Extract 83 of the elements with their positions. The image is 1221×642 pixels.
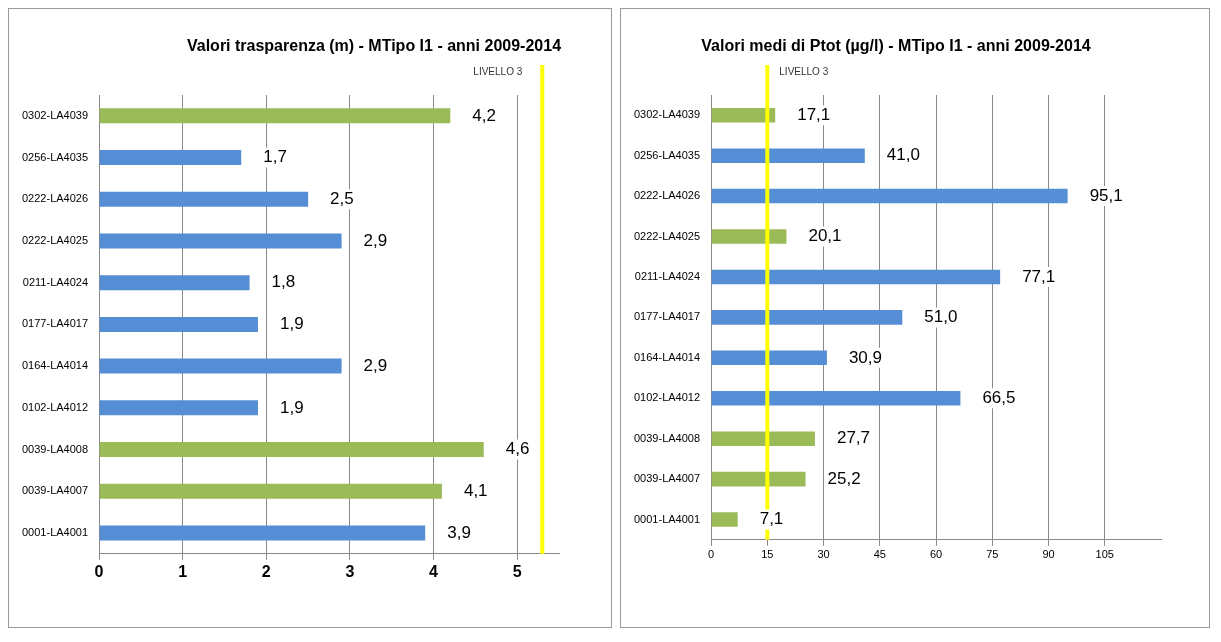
x-tick-label: 105 <box>1095 548 1114 561</box>
bar <box>711 310 903 325</box>
data-label: 51,0 <box>924 307 958 327</box>
x-tick-label: 0 <box>94 562 104 580</box>
bar <box>711 350 827 366</box>
y-tick-label: 0164-LA4014 <box>22 359 89 372</box>
data-label: 7,1 <box>759 509 784 529</box>
data-label: 3,9 <box>447 522 471 542</box>
data-label: 66,5 <box>982 387 1016 407</box>
data-label: 1,9 <box>279 314 304 334</box>
y-tick-label: 0211-LA4024 <box>634 269 701 282</box>
y-tick-label: 0222-LA4025 <box>22 234 89 247</box>
bar <box>711 229 787 244</box>
y-tick-label: 0222-LA4026 <box>634 189 701 202</box>
data-label: 25,2 <box>827 468 861 488</box>
bar <box>711 471 806 487</box>
y-tick-label: 0211-LA4024 <box>22 275 89 288</box>
data-label: 4,2 <box>472 105 496 125</box>
data-label: 77,1 <box>1022 266 1056 286</box>
data-label: 4,6 <box>505 439 530 459</box>
bar <box>99 191 309 207</box>
x-tick-label: 3 <box>345 562 355 580</box>
bar <box>711 188 1068 204</box>
y-tick-label: 0039-LA4008 <box>22 442 89 455</box>
y-tick-label: 0039-LA4007 <box>634 472 701 485</box>
x-tick-label: 2 <box>261 562 271 580</box>
y-tick-label: 0222-LA4025 <box>634 229 701 242</box>
y-tick-label: 0102-LA4012 <box>22 400 89 413</box>
y-tick-label: 0001-LA4001 <box>22 525 89 538</box>
data-label: 27,7 <box>836 428 871 448</box>
chart-title: Valori medi di Ptot (µg/l) - MTipo I1 - anni 2009-2014 <box>701 37 1091 55</box>
data-label: 4,1 <box>463 480 488 500</box>
bar <box>711 431 815 446</box>
x-tick-label: 1 <box>178 562 188 580</box>
bar <box>99 442 484 458</box>
bar <box>711 512 738 527</box>
y-tick-label: 0256-LA4035 <box>22 150 89 163</box>
data-label: 1,9 <box>279 397 304 417</box>
y-tick-label: 0177-LA4017 <box>634 310 701 323</box>
data-label: 1,8 <box>271 272 296 292</box>
data-label: 2,9 <box>363 355 388 375</box>
bar <box>99 483 442 499</box>
x-tick-label: 15 <box>761 548 774 561</box>
bar <box>99 316 258 332</box>
bar <box>711 148 865 163</box>
data-label: 1,7 <box>263 147 287 167</box>
y-tick-label: 0164-LA4014 <box>634 350 701 363</box>
y-tick-label: 0102-LA4012 <box>634 391 701 404</box>
x-tick-label: 90 <box>1042 548 1055 561</box>
x-tick-label: 60 <box>929 548 943 561</box>
data-label: 17,1 <box>797 104 831 124</box>
ref-line-label: LIVELLO 3 <box>473 65 523 77</box>
y-tick-label: 0001-LA4001 <box>634 512 701 525</box>
bar <box>99 358 342 374</box>
data-label: 2,9 <box>363 230 388 250</box>
x-tick-label: 5 <box>512 562 522 580</box>
data-label: 20,1 <box>808 226 842 246</box>
bar <box>99 275 250 291</box>
y-tick-label: 0256-LA4035 <box>634 148 701 161</box>
y-tick-label: 0039-LA4007 <box>22 484 89 497</box>
bar <box>711 269 1001 285</box>
data-label: 41,0 <box>886 145 920 165</box>
data-label: 30,9 <box>848 347 883 367</box>
x-tick-label: 45 <box>873 548 886 561</box>
data-label: 95,1 <box>1089 185 1123 205</box>
chart-title: Valori trasparenza (m) - MTipo I1 - anni 2009-2014 <box>185 37 563 55</box>
bar <box>99 400 258 416</box>
y-tick-label: 0302-LA4039 <box>634 108 701 121</box>
bar <box>99 233 342 249</box>
y-tick-label: 0302-LA4039 <box>22 108 89 121</box>
ref-line-label: LIVELLO 3 <box>779 65 829 77</box>
data-label: 2,5 <box>330 188 354 208</box>
y-tick-label: 0039-LA4008 <box>634 431 701 444</box>
bar <box>99 150 242 166</box>
bar <box>711 390 961 406</box>
y-tick-label: 0222-LA4026 <box>22 192 89 205</box>
x-tick-label: 75 <box>986 548 999 561</box>
bar <box>99 525 426 541</box>
x-tick-label: 0 <box>708 548 715 561</box>
x-tick-label: 30 <box>817 548 830 561</box>
y-tick-label: 0177-LA4017 <box>22 317 89 330</box>
bar <box>99 108 451 124</box>
x-tick-label: 4 <box>429 562 439 580</box>
